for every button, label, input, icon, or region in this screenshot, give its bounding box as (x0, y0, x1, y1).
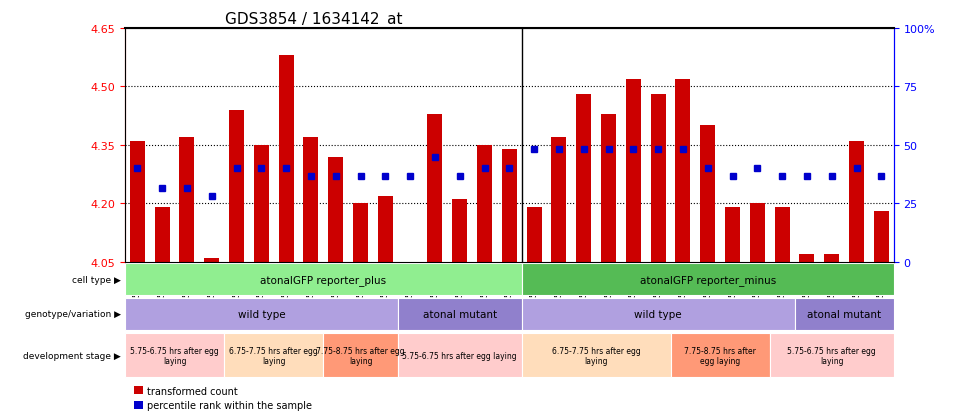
Bar (229, 111, 244, 262)
Bar (825, 254, 839, 262)
FancyBboxPatch shape (522, 263, 894, 295)
FancyBboxPatch shape (795, 298, 894, 330)
Text: 7.75-8.75 hrs after egg
laying: 7.75-8.75 hrs after egg laying (316, 346, 405, 365)
Bar (130, 142, 145, 262)
Bar (254, 145, 269, 262)
Bar (552, 138, 566, 262)
Legend: transformed count, percentile rank within the sample: transformed count, percentile rank withi… (130, 382, 316, 413)
Text: wild type: wild type (237, 309, 285, 319)
Text: 7.75-8.75 hrs after
egg laying: 7.75-8.75 hrs after egg laying (684, 346, 756, 365)
Bar (601, 114, 616, 262)
Bar (477, 145, 492, 262)
Text: 5.75-6.75 hrs after egg
laying: 5.75-6.75 hrs after egg laying (787, 346, 876, 365)
FancyBboxPatch shape (671, 333, 770, 377)
Bar (800, 254, 814, 262)
Bar (279, 56, 293, 262)
Bar (527, 208, 542, 262)
Bar (428, 114, 442, 262)
Text: GDS3854 / 1634142_at: GDS3854 / 1634142_at (225, 12, 403, 28)
Bar (750, 204, 765, 262)
Bar (850, 142, 864, 262)
Text: genotype/variation ▶: genotype/variation ▶ (25, 310, 121, 318)
Text: atonal mutant: atonal mutant (807, 309, 881, 319)
Bar (726, 208, 740, 262)
Bar (502, 150, 517, 262)
Text: atonal mutant: atonal mutant (423, 309, 497, 319)
Bar (874, 211, 889, 262)
Text: development stage ▶: development stage ▶ (23, 351, 121, 360)
Text: wild type: wild type (634, 309, 682, 319)
Text: 5.75-6.75 hrs after egg
laying: 5.75-6.75 hrs after egg laying (130, 346, 219, 365)
Bar (676, 79, 690, 262)
Bar (205, 258, 219, 262)
Text: 6.75-7.75 hrs after egg
laying: 6.75-7.75 hrs after egg laying (230, 346, 318, 365)
FancyBboxPatch shape (323, 333, 398, 377)
FancyBboxPatch shape (125, 263, 522, 295)
Bar (155, 208, 169, 262)
FancyBboxPatch shape (522, 298, 795, 330)
FancyBboxPatch shape (224, 333, 323, 377)
Text: atonalGFP reporter_minus: atonalGFP reporter_minus (640, 274, 776, 285)
Bar (180, 138, 194, 262)
Bar (329, 157, 343, 262)
Bar (626, 79, 641, 262)
Text: atonalGFP reporter_plus: atonalGFP reporter_plus (260, 274, 386, 285)
Text: 6.75-7.75 hrs after egg
laying: 6.75-7.75 hrs after egg laying (552, 346, 640, 365)
Bar (775, 208, 790, 262)
Bar (304, 138, 318, 262)
Bar (353, 204, 368, 262)
Bar (453, 200, 467, 262)
Text: 5.75-6.75 hrs after egg laying: 5.75-6.75 hrs after egg laying (403, 351, 517, 360)
Bar (651, 95, 666, 262)
Bar (577, 95, 591, 262)
FancyBboxPatch shape (770, 333, 894, 377)
Bar (378, 196, 393, 262)
Bar (701, 126, 715, 262)
FancyBboxPatch shape (125, 298, 398, 330)
Text: cell type ▶: cell type ▶ (72, 275, 121, 284)
FancyBboxPatch shape (398, 298, 522, 330)
FancyBboxPatch shape (522, 333, 671, 377)
FancyBboxPatch shape (398, 333, 522, 377)
FancyBboxPatch shape (125, 333, 224, 377)
